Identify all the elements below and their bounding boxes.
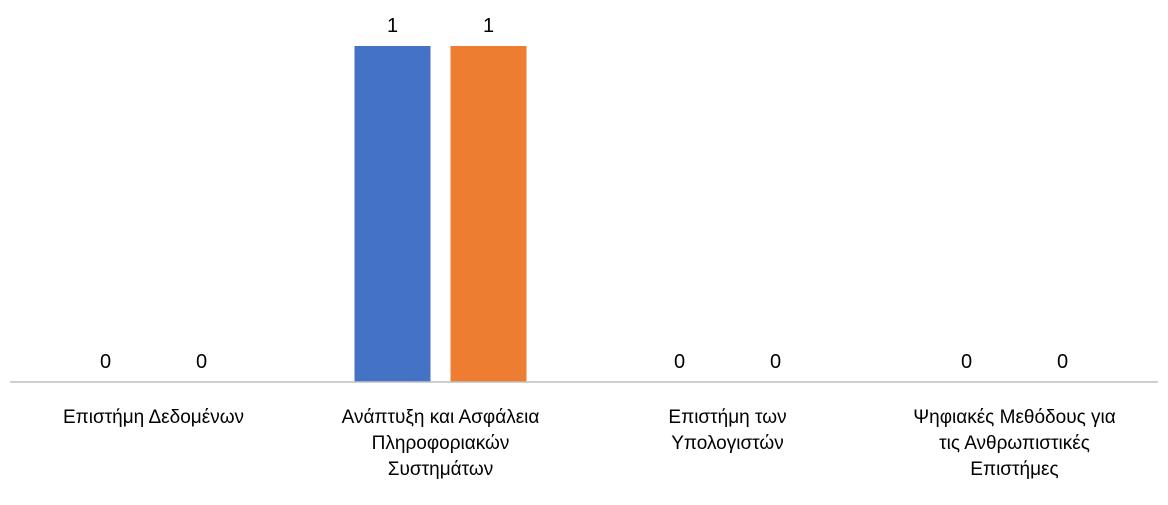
data-label-series-2-category-2: 1 <box>483 15 494 37</box>
bar-series-2-category-2 <box>450 46 527 382</box>
data-label-series-1-category-1: 0 <box>100 351 111 373</box>
category-label-2: Ανάπτυξη και Ασφάλεια Πληροφοριακών Συστημ… <box>342 407 540 480</box>
category-label-2-line-3: Συστημάτων <box>388 459 493 480</box>
data-labels-layer: 0 0 1 1 0 0 0 0 <box>100 15 1068 373</box>
category-label-2-line-2: Πληροφοριακών <box>372 433 510 454</box>
data-label-series-2-category-1: 0 <box>196 351 207 373</box>
data-label-series-1-category-2: 1 <box>387 15 398 37</box>
bar-series-1-category-2 <box>354 46 431 382</box>
data-label-series-1-category-4: 0 <box>961 351 972 373</box>
category-label-3-line-1: Επιστήμη των <box>668 407 786 428</box>
category-label-4-line-2: τις Ανθρωπιστικές <box>939 433 1090 454</box>
category-label-4-line-1: Ψηφιακές Μεθόδους για <box>913 407 1115 428</box>
bars-layer <box>354 46 527 382</box>
data-label-series-2-category-3: 0 <box>770 351 781 373</box>
category-label-2-line-1: Ανάπτυξη και Ασφάλεια <box>342 407 540 428</box>
data-label-series-2-category-4: 0 <box>1057 351 1068 373</box>
category-label-1: Επιστήμη Δεδομένων <box>63 407 244 428</box>
category-labels-layer: Επιστήμη Δεδομένων Ανάπτυξη και Ασφάλεια Π… <box>63 407 1116 480</box>
category-label-4-line-3: Επιστήμες <box>970 459 1058 480</box>
category-label-4: Ψηφιακές Μεθόδους για τις Ανθρωπιστικές Επ… <box>913 407 1115 480</box>
category-label-3: Επιστήμη των Υπολογιστών <box>668 407 786 454</box>
category-label-1-line-1: Επιστήμη Δεδομένων <box>63 407 244 428</box>
category-label-3-line-2: Υπολογιστών <box>671 433 784 454</box>
data-label-series-1-category-3: 0 <box>674 351 685 373</box>
